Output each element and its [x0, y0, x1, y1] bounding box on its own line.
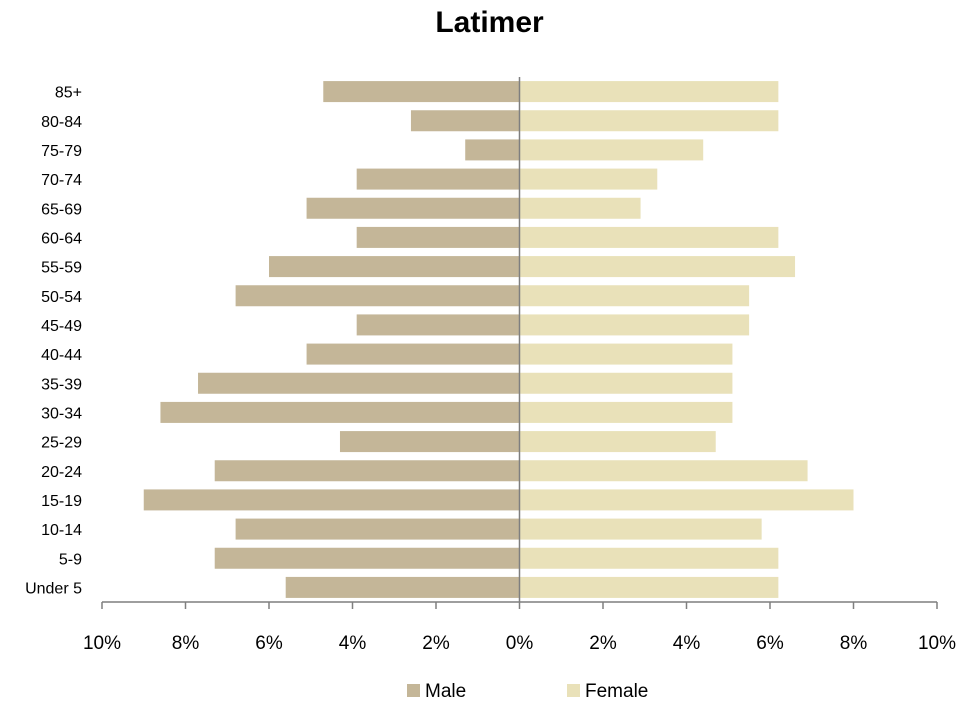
axis-layer: 85+ 80-84 75-79 70-74 65-69 60-64 55-59 50-54 45…	[25, 77, 956, 654]
category-label: 45-49	[41, 318, 82, 335]
category-label: 30-34	[41, 405, 82, 422]
category-label: 50-54	[41, 289, 82, 306]
bar-female-70-74	[519, 168, 658, 190]
x-tick-label: 8%	[172, 633, 200, 654]
x-tick-label: 4%	[339, 633, 367, 654]
legend-label-female: Female	[585, 681, 648, 702]
bar-female-5-9	[519, 547, 779, 569]
bar-male-5-9	[214, 547, 520, 569]
category-label: 85+	[55, 85, 82, 102]
x-tick-label: 6%	[255, 633, 283, 654]
bar-male-70-74	[356, 168, 520, 190]
bar-male-85plus	[323, 81, 520, 103]
category-label: 75-79	[41, 143, 82, 160]
bars-layer	[143, 81, 854, 598]
bar-male-10-14	[235, 518, 520, 540]
x-tick-label: 10%	[918, 633, 956, 654]
bar-female-40-44	[519, 343, 733, 365]
bar-male-55-59	[269, 256, 520, 278]
bar-female-10-14	[519, 518, 762, 540]
bar-female-20-24	[519, 460, 808, 482]
category-label: 35-39	[41, 376, 82, 393]
category-label: 10-14	[41, 522, 82, 539]
legend-swatch-male	[407, 684, 420, 697]
bar-male-45-49	[356, 314, 520, 336]
category-label: 80-84	[41, 114, 82, 131]
bar-male-35-39	[198, 372, 520, 394]
bar-female-15-19	[519, 489, 854, 511]
legend-label-male: Male	[425, 681, 466, 702]
category-label: 5-9	[59, 551, 82, 568]
category-label: 20-24	[41, 464, 82, 481]
bar-male-80-84	[410, 110, 520, 132]
category-label: 15-19	[41, 493, 82, 510]
x-tick-label: 0%	[506, 633, 534, 654]
bar-female-45-49	[519, 314, 750, 336]
bar-male-50-54	[235, 285, 520, 307]
bar-male-30-34	[160, 401, 520, 423]
x-tick-label: 10%	[83, 633, 121, 654]
bar-male-under-5	[285, 576, 520, 598]
bar-male-75-79	[465, 139, 520, 161]
bar-female-under-5	[519, 576, 779, 598]
bar-female-50-54	[519, 285, 750, 307]
bar-male-65-69	[306, 197, 520, 219]
bar-female-60-64	[519, 226, 779, 248]
bar-female-75-79	[519, 139, 704, 161]
x-tick-label: 2%	[589, 633, 617, 654]
x-tick-label: 2%	[422, 633, 450, 654]
bar-male-40-44	[306, 343, 520, 365]
category-label: 25-29	[41, 435, 82, 452]
chart-title: Latimer	[435, 6, 544, 39]
category-label: 60-64	[41, 230, 82, 247]
category-label: 70-74	[41, 172, 82, 189]
x-tick-label: 8%	[840, 633, 868, 654]
category-label: 55-59	[41, 260, 82, 277]
bar-male-25-29	[339, 431, 520, 453]
legend: Male Female	[407, 681, 648, 702]
bar-female-65-69	[519, 197, 641, 219]
category-label: 40-44	[41, 347, 82, 364]
bar-female-25-29	[519, 431, 716, 453]
category-label: 65-69	[41, 201, 82, 218]
bar-female-55-59	[519, 256, 796, 278]
bar-female-85plus	[519, 81, 779, 103]
bar-female-30-34	[519, 401, 733, 423]
bar-male-15-19	[143, 489, 520, 511]
category-label: Under 5	[25, 580, 82, 597]
x-tick-label: 4%	[673, 633, 701, 654]
bar-male-20-24	[214, 460, 520, 482]
bar-female-35-39	[519, 372, 733, 394]
bar-male-60-64	[356, 226, 520, 248]
x-tick-label: 6%	[756, 633, 784, 654]
legend-swatch-female	[567, 684, 580, 697]
bar-female-80-84	[519, 110, 779, 132]
